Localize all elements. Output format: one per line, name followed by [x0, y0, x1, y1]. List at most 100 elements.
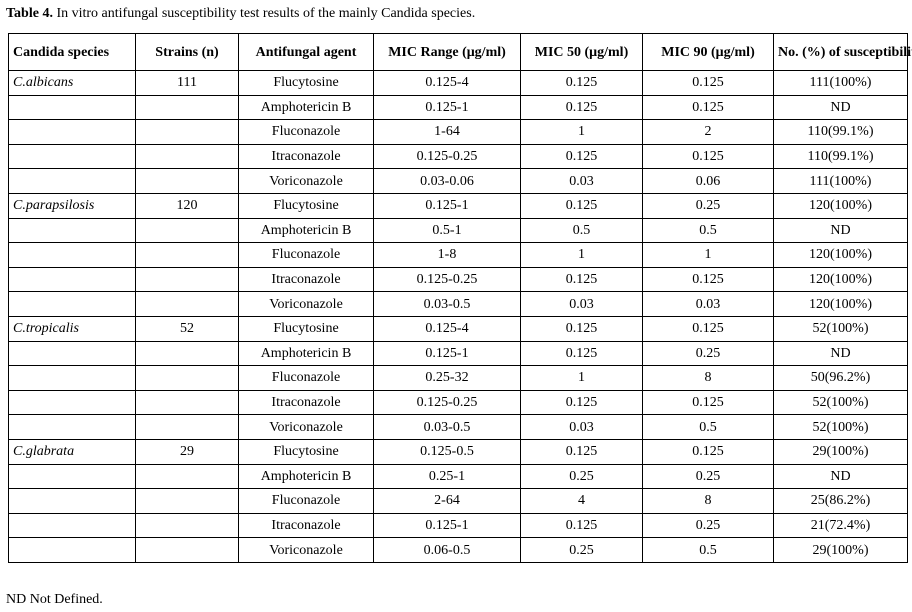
- mic50-cell: 0.25: [520, 537, 643, 563]
- table-row: Itraconazole 0.125-1 0.125 0.25 21(72.4%): [8, 512, 908, 539]
- mic-range-cell: 0.125-4: [373, 70, 521, 96]
- agent-cell: Flucytosine: [238, 70, 374, 96]
- mic90-cell: 8: [642, 365, 774, 391]
- strains-cell: 52: [135, 315, 239, 342]
- mic90-cell: 0.125: [642, 266, 774, 293]
- mic-range-cell: 0.125-0.25: [373, 143, 521, 170]
- table-row: Voriconazole 0.03-0.06 0.03 0.06 111(100%): [8, 168, 908, 194]
- mic50-cell: 0.03: [520, 291, 643, 317]
- mic90-cell: 8: [642, 488, 774, 514]
- agent-cell: Itraconazole: [238, 143, 374, 170]
- susceptibility-cell: 120(100%): [773, 291, 908, 317]
- susceptibility-cell: 50(96.2%): [773, 365, 908, 391]
- table-row: C.tropicalis 52 Flucytosine 0.125-4 0.125 0.1…: [8, 315, 908, 342]
- susceptibility-cell: 120(100%): [773, 192, 908, 219]
- strains-cell: [135, 463, 239, 490]
- species-cell: [8, 217, 136, 244]
- mic90-cell: 0.06: [642, 168, 774, 194]
- agent-cell: Flucytosine: [238, 192, 374, 219]
- mic-range-cell: 2-64: [373, 488, 521, 514]
- strains-cell: [135, 512, 239, 539]
- mic50-cell: 0.03: [520, 168, 643, 194]
- species-cell: [8, 94, 136, 121]
- susceptibility-table: Candida species Strains (n) Antifungal a…: [8, 33, 912, 563]
- mic50-cell: 1: [520, 365, 643, 391]
- table-row: C.albicans 111 Flucytosine 0.125-4 0.125 0.12…: [8, 70, 908, 96]
- mic50-cell: 0.125: [520, 192, 643, 219]
- mic90-cell: 0.125: [642, 94, 774, 121]
- species-cell: [8, 463, 136, 490]
- header-mic-50: MIC 50 (μg/ml): [520, 33, 643, 71]
- table-row: C.glabrata 29 Flucytosine 0.125-0.5 0.125 0.1…: [8, 438, 908, 465]
- susceptibility-cell: 52(100%): [773, 315, 908, 342]
- mic50-cell: 1: [520, 119, 643, 145]
- susceptibility-cell: 111(100%): [773, 70, 908, 96]
- strains-cell: [135, 340, 239, 367]
- mic-range-cell: 0.125-0.25: [373, 266, 521, 293]
- agent-cell: Amphotericin B: [238, 94, 374, 121]
- strains-cell: [135, 119, 239, 145]
- mic-range-cell: 1-8: [373, 242, 521, 268]
- mic-range-cell: 0.03-0.06: [373, 168, 521, 194]
- table-label: Table 4.: [6, 6, 53, 21]
- mic50-cell: 1: [520, 242, 643, 268]
- susceptibility-cell: 52(100%): [773, 414, 908, 440]
- mic-range-cell: 0.5-1: [373, 217, 521, 244]
- table-caption-text: In vitro antifungal susceptibility test …: [52, 6, 476, 21]
- table-row: Voriconazole 0.03-0.5 0.03 0.5 52(100%): [8, 414, 908, 440]
- species-cell: [8, 512, 136, 539]
- mic90-cell: 0.03: [642, 291, 774, 317]
- species-cell: [8, 119, 136, 145]
- agent-cell: Fluconazole: [238, 488, 374, 514]
- strains-cell: [135, 168, 239, 194]
- species-cell: [8, 340, 136, 367]
- agent-cell: Amphotericin B: [238, 217, 374, 244]
- table-row: Amphotericin B 0.25-1 0.25 0.25 ND: [8, 463, 908, 490]
- susceptibility-cell: ND: [773, 463, 908, 490]
- mic90-cell: 0.5: [642, 217, 774, 244]
- table-row: Fluconazole 2-64 4 8 25(86.2%): [8, 488, 908, 514]
- mic-range-cell: 0.06-0.5: [373, 537, 521, 563]
- mic50-cell: 0.125: [520, 266, 643, 293]
- mic50-cell: 0.125: [520, 143, 643, 170]
- species-cell: [8, 143, 136, 170]
- susceptibility-cell: 21(72.4%): [773, 512, 908, 539]
- mic-range-cell: 0.03-0.5: [373, 291, 521, 317]
- mic50-cell: 0.125: [520, 315, 643, 342]
- agent-cell: Voriconazole: [238, 168, 374, 194]
- agent-cell: Fluconazole: [238, 119, 374, 145]
- mic90-cell: 1: [642, 242, 774, 268]
- mic90-cell: 0.125: [642, 315, 774, 342]
- agent-cell: Itraconazole: [238, 266, 374, 293]
- strains-cell: [135, 389, 239, 416]
- species-cell: [8, 365, 136, 391]
- table-row: Itraconazole 0.125-0.25 0.125 0.125 52(100%): [8, 389, 908, 416]
- mic-range-cell: 0.125-0.5: [373, 438, 521, 465]
- susceptibility-cell: 25(86.2%): [773, 488, 908, 514]
- agent-cell: Itraconazole: [238, 512, 374, 539]
- table-row: Itraconazole 0.125-0.25 0.125 0.125 120(100%…: [8, 266, 908, 293]
- agent-cell: Flucytosine: [238, 315, 374, 342]
- agent-cell: Voriconazole: [238, 291, 374, 317]
- table-header: Candida species Strains (n) Antifungal a…: [8, 33, 912, 71]
- mic90-cell: 0.25: [642, 340, 774, 367]
- table-caption: Table 4. In vitro antifungal susceptibil…: [6, 5, 475, 23]
- table-row: C.parapsilosis 120 Flucytosine 0.125-1 0.125…: [8, 192, 908, 219]
- mic50-cell: 0.125: [520, 389, 643, 416]
- strains-cell: [135, 365, 239, 391]
- susceptibility-cell: 110(99.1%): [773, 143, 908, 170]
- strains-cell: [135, 94, 239, 121]
- strains-cell: [135, 242, 239, 268]
- mic-range-cell: 0.25-32: [373, 365, 521, 391]
- susceptibility-cell: 52(100%): [773, 389, 908, 416]
- table-row: Voriconazole 0.06-0.5 0.25 0.5 29(100%): [8, 537, 908, 563]
- mic90-cell: 0.125: [642, 70, 774, 96]
- susceptibility-cell: 29(100%): [773, 438, 908, 465]
- header-susceptibility: No. (%) of susceptibility: [773, 33, 912, 71]
- species-cell: C.glabrata: [8, 438, 136, 465]
- header-candida-species: Candida species: [8, 33, 136, 71]
- mic50-cell: 0.25: [520, 463, 643, 490]
- susceptibility-cell: 29(100%): [773, 537, 908, 563]
- species-cell: [8, 488, 136, 514]
- strains-cell: [135, 266, 239, 293]
